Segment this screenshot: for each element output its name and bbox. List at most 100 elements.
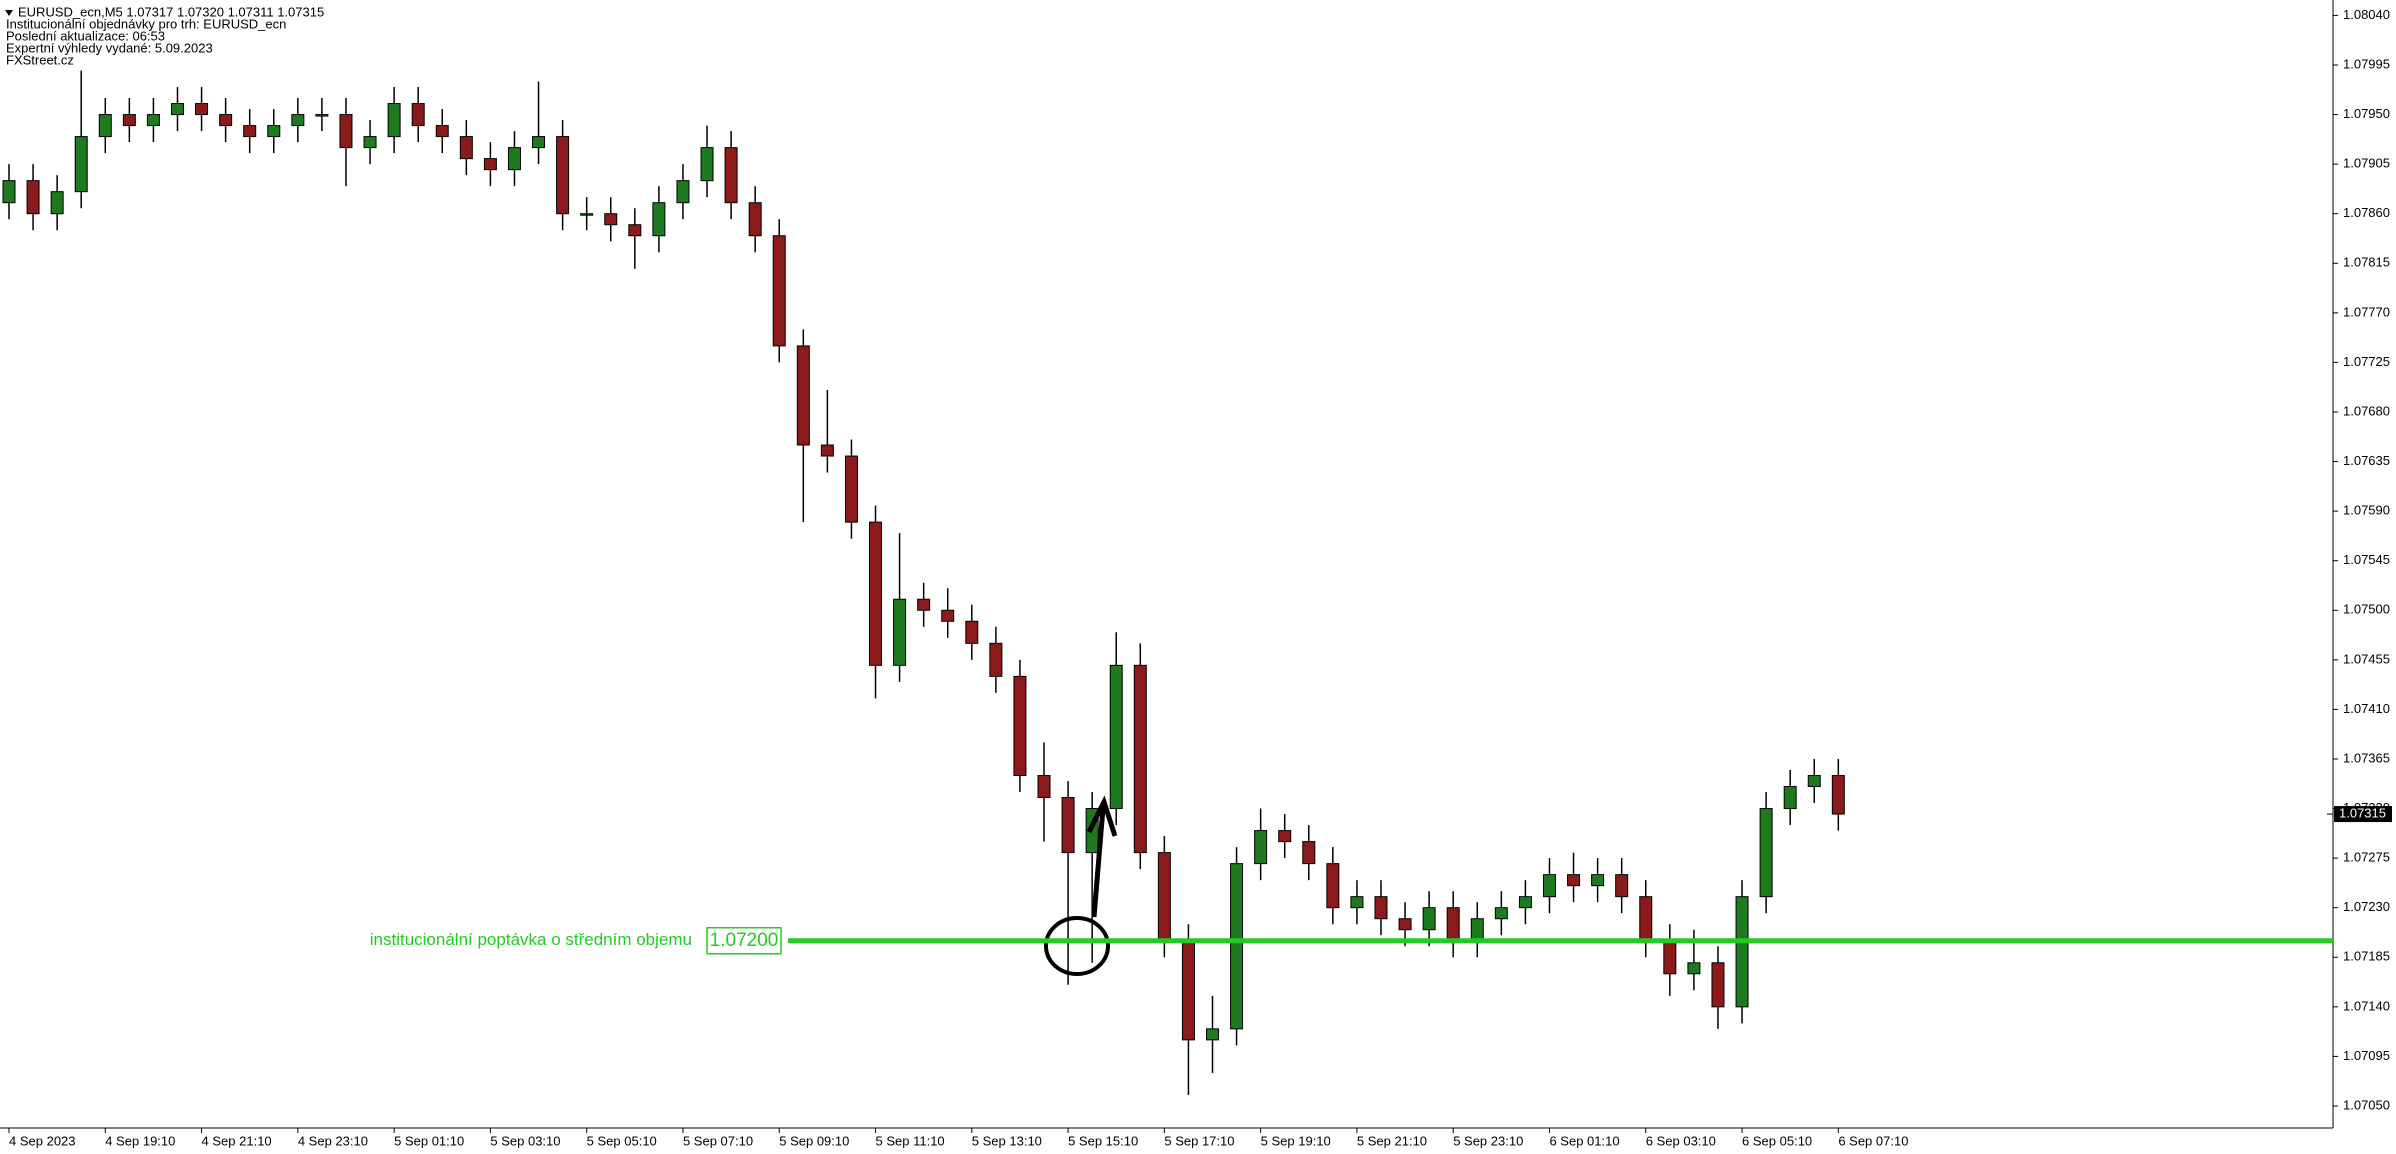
candle-body [98, 114, 112, 138]
candle-body [1037, 775, 1051, 799]
candle-body [700, 147, 714, 182]
candle-body [483, 158, 497, 171]
candle-body [893, 598, 907, 666]
y-tick-label: 1.07185 [2343, 949, 2390, 964]
candle-body [965, 620, 979, 644]
candle-body [315, 114, 329, 117]
y-tick-label: 1.07860 [2343, 205, 2390, 220]
circle-annotation [1044, 916, 1110, 976]
candle-body [941, 609, 955, 622]
arrow-head [1086, 795, 1118, 837]
menu-triangle[interactable] [5, 10, 13, 16]
candle-body [26, 180, 40, 215]
candle-body [1230, 863, 1244, 1030]
candle-body [652, 202, 666, 237]
candle-body [1735, 896, 1749, 1008]
y-tick-label: 1.07365 [2343, 750, 2390, 765]
candle-body [435, 125, 449, 138]
candle-body [1783, 786, 1797, 810]
x-tick-label: 5 Sep 19:10 [1261, 1133, 1331, 1148]
candle-body [411, 103, 425, 127]
candle-body [195, 103, 209, 116]
x-tick-label: 5 Sep 11:10 [876, 1133, 945, 1148]
candle-body [1326, 863, 1340, 909]
candle-body [989, 642, 1003, 677]
candle-body [748, 202, 762, 237]
chart-title: EURUSD_ecn,M5 1.07317 1.07320 1.07311 1.… [18, 4, 324, 19]
candle-body [1013, 675, 1027, 776]
level-label-box [706, 926, 782, 955]
candle-body [387, 103, 401, 138]
candle-body [1591, 874, 1605, 887]
y-tick-label: 1.07905 [2343, 156, 2390, 171]
candle-body [507, 147, 521, 171]
candle-body [1567, 874, 1581, 887]
y-tick-label: 1.07500 [2343, 602, 2390, 617]
y-tick-label: 1.07635 [2343, 453, 2390, 468]
y-tick-label: 1.07455 [2343, 651, 2390, 666]
candle-body [1157, 852, 1171, 942]
candle-body [844, 455, 858, 523]
candle-body [1639, 896, 1653, 942]
candle-body [1422, 907, 1436, 931]
candle-body [724, 147, 738, 204]
candle-body [796, 345, 810, 446]
info-line: Poslední aktualizace: 06:53 [6, 28, 165, 43]
candle-body [50, 191, 64, 215]
candle-body [243, 125, 257, 138]
x-tick-label: 5 Sep 01:10 [394, 1133, 464, 1148]
candle-body [170, 103, 184, 116]
candle-body [1206, 1028, 1219, 1041]
candle-body [1181, 940, 1195, 1041]
info-line: FXStreet.cz [6, 52, 74, 67]
candle-body [1133, 664, 1147, 854]
info-line: Institucionální objednávky pro trh: EURU… [6, 16, 286, 31]
y-tick-label: 1.07950 [2343, 106, 2390, 121]
y-tick-label: 1.07770 [2343, 304, 2390, 319]
last-price-label: 1.07315 [2339, 805, 2386, 820]
candle-body [1831, 775, 1845, 815]
candle-body [146, 114, 160, 127]
candle-body [1687, 962, 1701, 975]
candle-body [1350, 896, 1364, 909]
candle-body [459, 136, 473, 160]
candle-body [1374, 896, 1388, 920]
y-tick-label: 1.07590 [2343, 503, 2390, 518]
candle-body [339, 114, 353, 149]
candle-body [1254, 830, 1268, 865]
x-tick-label: 4 Sep 19:10 [105, 1133, 175, 1148]
candle-body [291, 114, 305, 127]
candle-body [1807, 775, 1821, 788]
y-tick-label: 1.07725 [2343, 354, 2390, 369]
candle-body [869, 521, 883, 666]
x-tick-label: 5 Sep 21:10 [1357, 1133, 1427, 1148]
candle-body [676, 180, 690, 204]
candle-body [363, 136, 377, 149]
x-tick-label: 6 Sep 07:10 [1838, 1133, 1908, 1148]
x-tick-label: 4 Sep 21:10 [202, 1133, 272, 1148]
candle-body [556, 136, 570, 215]
y-tick-label: 1.07410 [2343, 701, 2390, 716]
x-tick-label: 6 Sep 01:10 [1549, 1133, 1619, 1148]
candle-body [1518, 896, 1532, 909]
x-tick-label: 4 Sep 23:10 [298, 1133, 368, 1148]
y-tick-label: 1.07140 [2343, 998, 2390, 1013]
x-tick-label: 6 Sep 05:10 [1742, 1133, 1812, 1148]
last-price-box [2334, 806, 2392, 823]
x-tick-label: 5 Sep 07:10 [683, 1133, 753, 1148]
x-tick-label: 5 Sep 17:10 [1164, 1133, 1234, 1148]
candle-body [1494, 907, 1508, 920]
candle-body [1615, 874, 1629, 898]
candle-body [580, 213, 594, 216]
candle-body [1711, 962, 1725, 1008]
candle-body [772, 235, 786, 347]
level-text: institucionální poptávka o středním obje… [370, 930, 692, 949]
y-tick-label: 1.07230 [2343, 899, 2390, 914]
x-tick-label: 5 Sep 15:10 [1068, 1133, 1138, 1148]
candle-body [1061, 797, 1075, 854]
x-tick-label: 5 Sep 13:10 [972, 1133, 1042, 1148]
candle-body [532, 136, 546, 149]
